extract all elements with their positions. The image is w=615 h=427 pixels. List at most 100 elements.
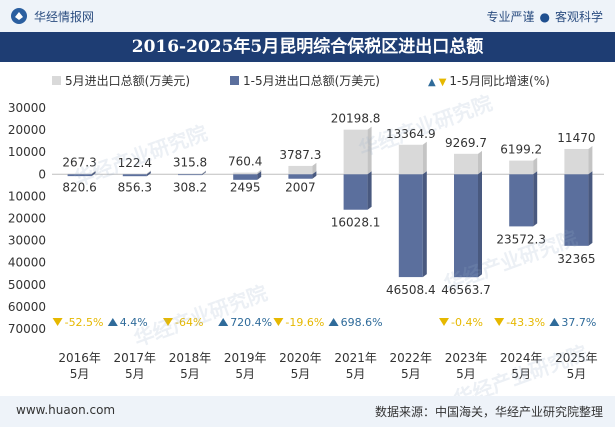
x-tick-label: 2021年 [334, 351, 377, 365]
bar-may-side [91, 170, 96, 175]
data-label-ytd: 16028.1 [331, 216, 381, 230]
x-tick-label: 2019年 [224, 351, 267, 365]
legend-item-may: 5月进出口总额(万美元) [52, 72, 190, 89]
growth-down-marker [163, 318, 173, 326]
bar-ytd [67, 174, 92, 177]
bar-may [454, 153, 478, 175]
x-tick-label: 5月 [70, 367, 90, 381]
data-label-ytd: 856.3 [118, 180, 152, 194]
x-tick-label: 5月 [235, 367, 255, 381]
legend-item-ytd: 1-5月进出口总额(万美元) [230, 72, 380, 89]
y-tick-label: 30000 [8, 101, 46, 115]
data-label-may: 267.3 [62, 156, 96, 170]
bar-ytd-side [312, 171, 317, 179]
data-label-may: 122.4 [118, 156, 152, 170]
growth-up-marker [549, 318, 560, 326]
bar-ytd-side [588, 171, 593, 246]
bar-ytd [454, 174, 478, 278]
bar-may [233, 172, 258, 175]
x-tick-label: 5月 [180, 367, 200, 381]
x-tick-label: 2018年 [169, 351, 212, 365]
x-tick-label: 2017年 [114, 351, 157, 365]
data-label-may: 315.8 [173, 156, 207, 170]
y-tick-label: 70000 [8, 322, 46, 336]
bar-may-side [257, 169, 262, 175]
growth-label: -19.6% [285, 316, 324, 329]
bar-may [343, 129, 368, 175]
legend-label-ytd: 1-5月进出口总额(万美元) [243, 74, 380, 88]
growth-down-marker [439, 318, 449, 326]
bar-ytd [288, 174, 313, 179]
x-tick-label: 5月 [346, 367, 366, 381]
chart-title: 2016-2025年5月昆明综合保税区进出口总额 [0, 32, 615, 62]
bar-ytd-side [257, 171, 262, 180]
data-label-ytd: 308.2 [173, 180, 207, 194]
legend-item-growth: ▲ ▼ 1-5月同比增速(%) [428, 72, 550, 89]
bar-ytd-side [533, 171, 538, 227]
growth-label: -0.4% [451, 316, 483, 329]
data-label-may: 9269.7 [445, 136, 487, 150]
bar-may-side [588, 145, 593, 175]
data-label-may: 20198.8 [331, 112, 381, 126]
growth-label: 698.6% [341, 316, 383, 329]
x-tick-label: 2022年 [390, 351, 433, 365]
x-tick-label: 5月 [456, 367, 476, 381]
x-tick-label: 5月 [291, 367, 311, 381]
x-tick-label: 2020年 [279, 351, 322, 365]
data-label-may: 11470 [557, 131, 595, 145]
bar-ytd [398, 174, 423, 278]
data-label-ytd: 46508.4 [386, 283, 436, 297]
bar-ytd-side [91, 171, 96, 177]
x-tick-label: 2024年 [500, 351, 543, 365]
growth-label: 720.4% [230, 316, 272, 329]
y-tick-label: 30000 [8, 234, 46, 248]
bar-ytd-side [422, 171, 427, 278]
bar-may [122, 173, 147, 175]
x-tick-label: 5月 [125, 367, 145, 381]
top-bar: 华经情报网 专业严谨 ● 客观科学 [0, 0, 615, 32]
huajing-logo-icon [11, 8, 27, 24]
bar-ytd-side [202, 171, 206, 176]
bar-ytd [178, 174, 202, 176]
bar-ytd [122, 174, 147, 177]
y-tick-label: 20000 [8, 123, 46, 137]
growth-down-marker [273, 318, 284, 326]
data-label-ytd: 2495 [230, 180, 261, 194]
tagline: 专业严谨 ● 客观科学 [486, 8, 603, 25]
growth-label: -43.3% [506, 316, 545, 329]
footer: www.huaon.com 数据来源：中国海关，华经产业研究院整理 [0, 396, 615, 427]
bar-may-side [422, 141, 427, 175]
growth-up-marker [328, 318, 339, 326]
bar-may-side [478, 150, 482, 175]
bar-ytd [509, 174, 534, 227]
data-label-ytd: 32365 [557, 252, 595, 266]
data-label-ytd: 820.6 [62, 180, 96, 194]
footer-source: 数据来源：中国海关，华经产业研究院整理 [374, 405, 603, 419]
x-tick-label: 2025年 [555, 351, 598, 365]
bar-ytd [564, 174, 589, 246]
data-label-ytd: 2007 [285, 180, 316, 194]
bar-ytd-side [367, 171, 372, 210]
data-label-ytd: 23572.3 [496, 232, 546, 246]
separator-dot-icon: ● [539, 10, 550, 24]
brand-name: 华经情报网 [34, 10, 95, 24]
bar-may-side [146, 170, 151, 175]
y-tick-label: 20000 [8, 212, 46, 226]
legend-swatch-may [52, 76, 61, 85]
y-tick-label: 10000 [8, 189, 46, 203]
footer-url: www.huaon.com [16, 403, 116, 417]
data-label-may: 13364.9 [386, 127, 436, 141]
bar-ytd [343, 174, 368, 210]
triangle-down-icon: ▼ [438, 77, 447, 88]
y-tick-label: 60000 [8, 300, 46, 314]
x-tick-label: 2023年 [445, 351, 488, 365]
y-tick-label: 40000 [8, 256, 46, 270]
x-tick-label: 5月 [511, 367, 531, 381]
data-label-may: 6199.2 [500, 143, 542, 157]
growth-label: -52.5% [65, 316, 104, 329]
bar-may [509, 160, 534, 175]
bar-may-side [367, 126, 372, 175]
growth-down-marker [494, 318, 505, 326]
bar-may [564, 148, 589, 175]
